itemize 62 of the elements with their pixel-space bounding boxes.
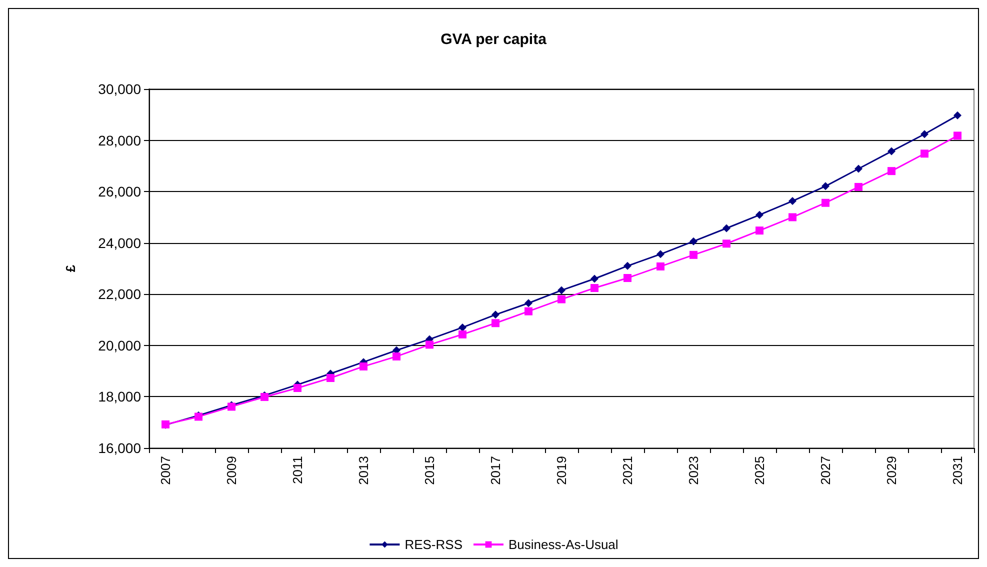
point <box>920 150 928 158</box>
x-tick-label: 2025 <box>752 456 767 485</box>
y-tick-label: 30,000 <box>98 81 142 97</box>
point <box>888 147 896 156</box>
y-tick-label: 20,000 <box>98 337 142 354</box>
point <box>656 250 664 258</box>
point <box>756 226 764 235</box>
point <box>524 299 532 308</box>
point <box>492 310 500 319</box>
point <box>326 374 334 382</box>
point <box>822 198 830 207</box>
x-tick-label: 2023 <box>686 456 701 485</box>
y-tick-label: 16,000 <box>98 440 142 456</box>
point <box>360 362 368 370</box>
point <box>492 319 500 328</box>
point <box>920 130 928 138</box>
point <box>822 182 830 190</box>
x-tick-label: 2009 <box>224 456 239 485</box>
x-tick-label: 2027 <box>818 456 833 485</box>
point <box>458 330 466 338</box>
point <box>954 132 962 140</box>
x-tick-label: 2013 <box>356 456 371 485</box>
point <box>624 274 632 282</box>
point <box>722 240 730 248</box>
x-tick-label: 2007 <box>158 456 173 485</box>
point <box>690 237 698 246</box>
y-tick-label: 18,000 <box>98 388 142 405</box>
point <box>524 307 532 316</box>
point <box>590 274 598 283</box>
point <box>590 284 598 292</box>
y-tick-label: 28,000 <box>98 132 142 148</box>
point <box>788 213 796 222</box>
point <box>690 250 698 259</box>
point <box>558 295 566 304</box>
x-tick-label: 2011 <box>290 456 305 484</box>
point <box>722 224 730 232</box>
y-tick-label: 26,000 <box>98 184 142 200</box>
point <box>756 210 764 219</box>
point <box>854 164 862 173</box>
legend-label: Business-As-Usual <box>508 537 618 552</box>
point <box>558 286 566 294</box>
point <box>426 340 434 349</box>
x-tick-label: 2019 <box>554 456 569 485</box>
chart-title: GVA per capita <box>440 31 548 48</box>
point <box>294 384 302 392</box>
point <box>392 352 400 360</box>
point <box>656 262 664 270</box>
y-tick-label: 22,000 <box>98 286 142 302</box>
point <box>888 167 896 176</box>
x-tick-label: 2031 <box>950 456 965 485</box>
point <box>954 111 962 120</box>
point <box>458 323 466 332</box>
x-tick-label: 2015 <box>422 456 437 485</box>
x-tick-label: 2021 <box>620 456 635 485</box>
y-axis-title: £ <box>63 264 78 272</box>
point <box>624 262 632 270</box>
x-tick-label: 2017 <box>488 456 503 485</box>
point <box>854 182 862 191</box>
point <box>788 197 796 206</box>
y-tick-label: 24,000 <box>98 234 142 251</box>
x-tick-label: 2029 <box>884 456 899 485</box>
legend-label: RES-RSS <box>404 537 463 552</box>
